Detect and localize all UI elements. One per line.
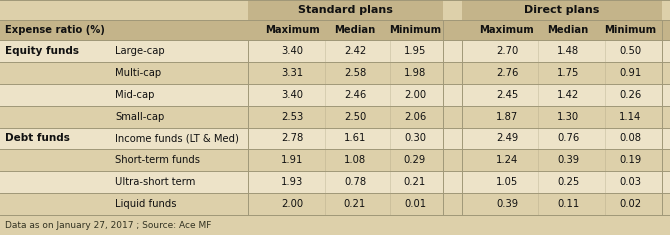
Text: 1.95: 1.95 <box>404 46 426 56</box>
Bar <box>0 40 670 62</box>
Bar <box>0 20 670 40</box>
Bar <box>248 0 443 20</box>
Text: 2.58: 2.58 <box>344 68 366 78</box>
Text: Income funds (LT & Med): Income funds (LT & Med) <box>115 133 239 143</box>
Text: Median: Median <box>334 25 376 35</box>
Text: 0.39: 0.39 <box>557 155 579 165</box>
Text: 0.02: 0.02 <box>619 199 641 209</box>
Text: 0.30: 0.30 <box>404 133 426 143</box>
Text: 0.11: 0.11 <box>557 199 579 209</box>
Text: 1.93: 1.93 <box>281 177 303 187</box>
Text: Maximum: Maximum <box>480 25 535 35</box>
Text: 0.19: 0.19 <box>619 155 641 165</box>
Text: 2.00: 2.00 <box>281 199 303 209</box>
Bar <box>0 106 670 128</box>
Text: 0.25: 0.25 <box>557 177 579 187</box>
Text: 1.24: 1.24 <box>496 155 518 165</box>
Text: Liquid funds: Liquid funds <box>115 199 176 209</box>
Text: 2.78: 2.78 <box>281 133 303 143</box>
Text: 0.21: 0.21 <box>404 177 426 187</box>
Text: 2.76: 2.76 <box>496 68 518 78</box>
Text: Minimum: Minimum <box>604 25 656 35</box>
Bar <box>0 171 670 193</box>
Text: 1.48: 1.48 <box>557 46 579 56</box>
Text: Minimum: Minimum <box>389 25 441 35</box>
Text: 1.14: 1.14 <box>619 112 641 121</box>
Text: 1.08: 1.08 <box>344 155 366 165</box>
Text: 2.70: 2.70 <box>496 46 518 56</box>
Bar <box>0 62 670 84</box>
Text: Equity funds: Equity funds <box>5 46 79 56</box>
Bar <box>0 128 670 149</box>
Text: 1.05: 1.05 <box>496 177 518 187</box>
Text: Mid-cap: Mid-cap <box>115 90 154 100</box>
Text: Debt funds: Debt funds <box>5 133 70 143</box>
Text: 1.91: 1.91 <box>281 155 304 165</box>
Text: Direct plans: Direct plans <box>525 5 600 15</box>
Text: 1.98: 1.98 <box>404 68 426 78</box>
Bar <box>0 84 670 106</box>
Text: 0.03: 0.03 <box>619 177 641 187</box>
Text: 0.29: 0.29 <box>404 155 426 165</box>
Bar <box>0 149 670 171</box>
Text: 2.06: 2.06 <box>404 112 426 121</box>
Text: 0.26: 0.26 <box>619 90 641 100</box>
Bar <box>462 0 662 20</box>
Text: 3.40: 3.40 <box>281 90 303 100</box>
Text: 0.78: 0.78 <box>344 177 366 187</box>
Text: 0.01: 0.01 <box>404 199 426 209</box>
Text: Data as on January 27, 2017 ; Source: Ace MF: Data as on January 27, 2017 ; Source: Ac… <box>5 220 211 230</box>
Text: Expense ratio (%): Expense ratio (%) <box>5 25 105 35</box>
Text: 0.08: 0.08 <box>619 133 641 143</box>
Text: 2.46: 2.46 <box>344 90 366 100</box>
Text: 2.53: 2.53 <box>281 112 303 121</box>
Text: 0.76: 0.76 <box>557 133 579 143</box>
Text: 3.40: 3.40 <box>281 46 303 56</box>
Text: Large-cap: Large-cap <box>115 46 165 56</box>
Text: 0.50: 0.50 <box>619 46 641 56</box>
Text: 0.21: 0.21 <box>344 199 366 209</box>
Text: 2.50: 2.50 <box>344 112 366 121</box>
Text: Ultra-short term: Ultra-short term <box>115 177 196 187</box>
Text: Maximum: Maximum <box>265 25 320 35</box>
Text: 1.30: 1.30 <box>557 112 579 121</box>
Text: Standard plans: Standard plans <box>298 5 393 15</box>
Text: 2.42: 2.42 <box>344 46 366 56</box>
Text: Median: Median <box>547 25 589 35</box>
Text: 1.61: 1.61 <box>344 133 366 143</box>
Text: 1.75: 1.75 <box>557 68 579 78</box>
Bar <box>0 193 670 215</box>
Text: 3.31: 3.31 <box>281 68 303 78</box>
Text: 2.45: 2.45 <box>496 90 518 100</box>
Text: 1.42: 1.42 <box>557 90 579 100</box>
Text: 2.49: 2.49 <box>496 133 518 143</box>
Text: 0.91: 0.91 <box>619 68 641 78</box>
Text: 0.39: 0.39 <box>496 199 518 209</box>
Text: Small-cap: Small-cap <box>115 112 164 121</box>
Text: 2.00: 2.00 <box>404 90 426 100</box>
Text: Multi-cap: Multi-cap <box>115 68 161 78</box>
Text: Short-term funds: Short-term funds <box>115 155 200 165</box>
Text: 1.87: 1.87 <box>496 112 518 121</box>
